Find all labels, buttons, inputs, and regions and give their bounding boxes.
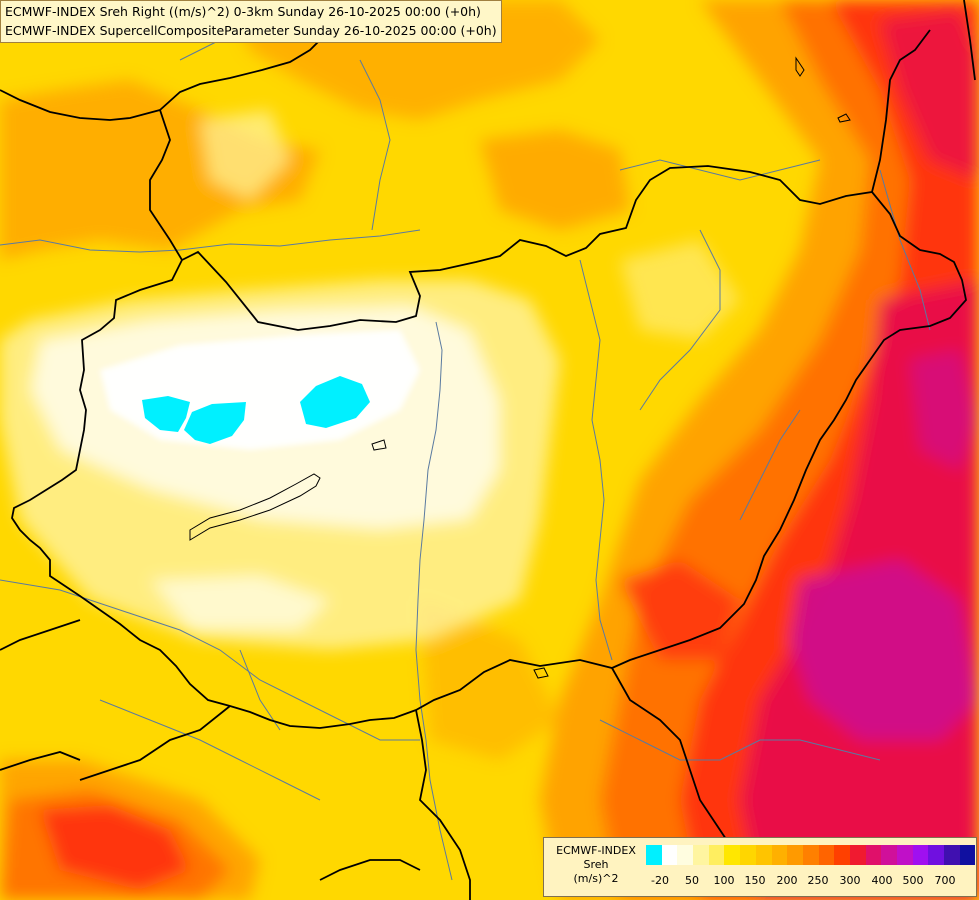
legend-tick-label: 50	[685, 874, 699, 887]
legend-swatch	[959, 845, 976, 865]
legend-swatch	[646, 845, 662, 865]
legend-swatch	[881, 845, 897, 865]
legend-swatch	[944, 845, 960, 865]
legend-swatch	[661, 845, 678, 865]
legend-swatch	[677, 845, 694, 865]
legend-caption-variable: Sreh	[583, 858, 609, 871]
legend-swatch	[724, 845, 741, 865]
legend-caption-model: ECMWF-INDEX	[556, 844, 636, 857]
legend-swatch	[708, 845, 725, 865]
legend-tick-label: 200	[776, 874, 798, 887]
color-legend: ECMWF-INDEX Sreh (m/s)^2 -20 50 100 150 200 2…	[543, 837, 977, 897]
legend-tick-label: 700	[934, 874, 956, 887]
legend-swatch	[755, 845, 772, 865]
legend-tick-label: 250	[807, 874, 829, 887]
legend-swatches	[646, 845, 976, 865]
legend-swatch	[897, 845, 913, 865]
lakes	[189, 56, 851, 679]
river-lines	[0, 0, 931, 881]
map-title-box: ECMWF-INDEX Sreh Right ((m/s)^2) 0-3km S…	[0, 0, 502, 43]
legend-caption-unit: (m/s)^2	[573, 872, 619, 885]
legend-tick-label: 150	[744, 874, 766, 887]
legend-swatch	[787, 845, 803, 865]
legend-swatch	[912, 845, 929, 865]
legend-tick-label: 100	[713, 874, 735, 887]
legend-swatch	[928, 845, 945, 865]
legend-ticks: -20 50 100 150 200 250 300 400 500 700	[646, 874, 972, 888]
legend-caption: ECMWF-INDEX Sreh (m/s)^2	[548, 844, 644, 886]
legend-swatch	[834, 845, 850, 865]
legend-swatch	[818, 845, 835, 865]
legend-tick-label: 400	[871, 874, 893, 887]
legend-swatch	[693, 845, 709, 865]
legend-swatch	[740, 845, 756, 865]
legend-swatch	[849, 845, 866, 865]
legend-swatch	[802, 845, 819, 865]
title-line-2: ECMWF-INDEX SupercellCompositeParameter …	[5, 23, 497, 38]
legend-swatch	[771, 845, 788, 865]
legend-swatch	[865, 845, 882, 865]
title-line-1: ECMWF-INDEX Sreh Right ((m/s)^2) 0-3km S…	[5, 4, 481, 19]
legend-tick-label: 500	[902, 874, 924, 887]
legend-tick-label: -20	[651, 874, 669, 887]
legend-tick-label: 300	[839, 874, 861, 887]
